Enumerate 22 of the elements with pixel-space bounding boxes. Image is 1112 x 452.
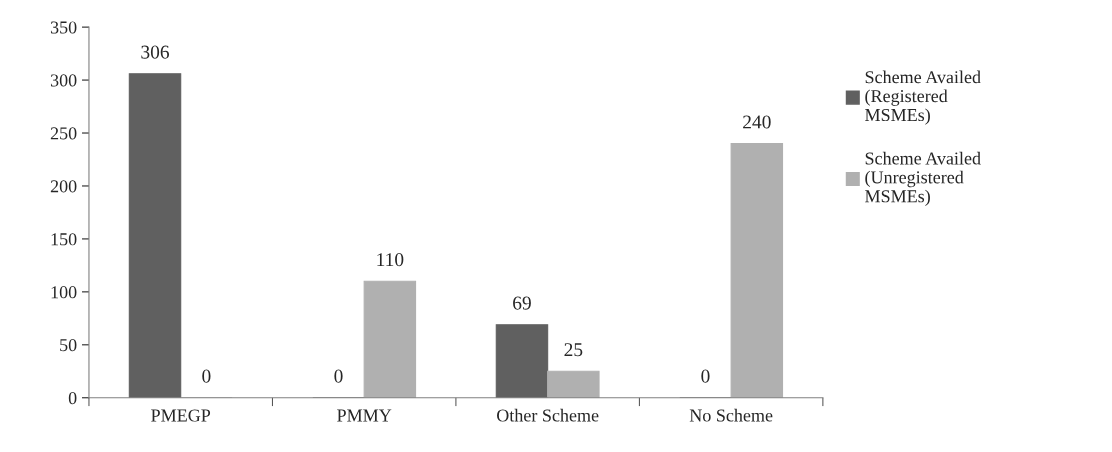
x-tick-label: Other Scheme [497,408,599,422]
data-label: 0 [202,369,211,383]
y-tick-label: 300 [50,74,77,87]
x-tick-label: PMEGP [151,409,211,422]
data-label: 25 [564,343,583,357]
data-label: 240 [743,115,771,129]
y-tick-label: 50 [60,339,77,352]
data-label: 110 [377,253,404,267]
data-label: 0 [334,369,343,383]
y-tick-label: 0 [68,392,77,405]
y-tick-label: 100 [51,286,77,299]
y-tick-label: 250 [50,127,77,140]
y-tick-label: 350 [50,21,77,34]
x-tick-label: No Scheme [689,408,773,422]
data-label: 306 [141,45,170,59]
y-tick-label: 150 [51,233,77,246]
data-label: 69 [513,296,531,310]
legend-label: Scheme Availed (Registered MSMEs) [865,70,981,125]
y-tick-label: 200 [50,180,77,193]
legend-label: Scheme Availed (Unregistered MSMEs) [865,151,981,207]
data-label: 0 [701,369,710,383]
x-tick-label: PMMY [337,409,392,422]
